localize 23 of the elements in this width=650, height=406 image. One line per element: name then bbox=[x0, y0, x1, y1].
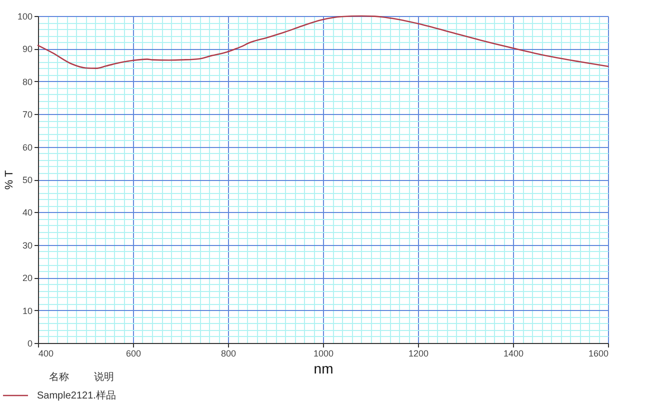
y-axis-title: % T bbox=[4, 170, 16, 190]
y-tick-label: 40 bbox=[22, 208, 32, 218]
y-tick-label: 10 bbox=[22, 306, 32, 316]
legend-title: 名称 bbox=[49, 371, 69, 383]
x-tick-label: 1400 bbox=[503, 348, 524, 358]
x-tick-label: 1200 bbox=[408, 348, 429, 358]
y-tick-label: 70 bbox=[22, 110, 32, 120]
y-tick-label: 60 bbox=[22, 142, 32, 152]
y-tick-label: 50 bbox=[22, 175, 32, 185]
x-tick-label: 400 bbox=[38, 348, 54, 358]
y-tick-label: 80 bbox=[22, 76, 32, 87]
x-tick-label: 1000 bbox=[313, 348, 334, 358]
x-tick-label: 800 bbox=[220, 348, 236, 358]
x-tick-label: 600 bbox=[126, 348, 142, 358]
text: 说明 bbox=[94, 371, 114, 383]
y-tick-label: 90 bbox=[22, 44, 32, 54]
y-tick-label: 100 bbox=[17, 12, 32, 22]
y-tick-label: 30 bbox=[22, 240, 32, 250]
legend-label: Sample2121.样品 bbox=[37, 390, 116, 402]
x-tick-label: 1600 bbox=[588, 348, 608, 358]
x-axis-title: nm bbox=[314, 360, 334, 376]
y-tick-label: 0 bbox=[27, 338, 32, 348]
y-tick-label: 20 bbox=[22, 273, 32, 284]
